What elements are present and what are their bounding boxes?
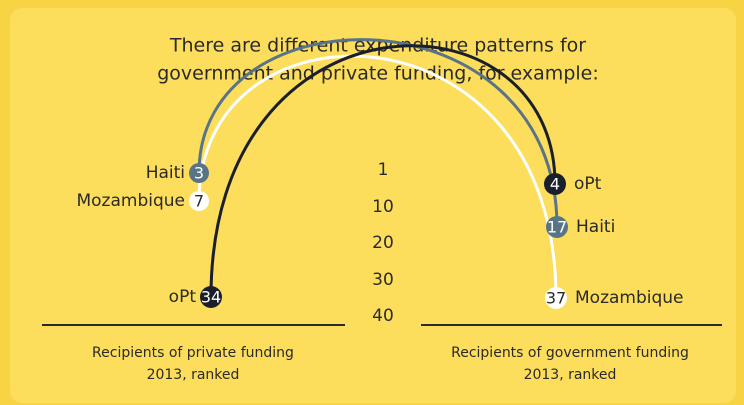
rank-number: 7: [194, 192, 204, 211]
rank-badge: [189, 191, 209, 211]
rank-number: 34: [201, 288, 221, 307]
country-name: Haiti: [146, 163, 185, 183]
rank-badge: [200, 286, 222, 308]
scale-label: 30: [372, 270, 394, 290]
rank-badge: [545, 287, 567, 309]
scale-label: 10: [372, 197, 394, 217]
rank-number: 17: [547, 218, 567, 237]
country-name: Haiti: [576, 217, 615, 237]
title-line: government and private funding, for exam…: [157, 63, 599, 85]
rank-number: 37: [546, 289, 566, 308]
arc-opt: [209, 44, 557, 298]
right-caption: Recipients of government funding: [451, 345, 689, 361]
country-name: oPt: [169, 287, 197, 307]
arc-mozambique: [197, 54, 558, 299]
country-name: Mozambique: [76, 191, 185, 211]
left-caption: Recipients of private funding: [92, 345, 294, 361]
rank-badge: [546, 216, 568, 238]
country-name: Mozambique: [575, 288, 684, 308]
left-caption: 2013, ranked: [147, 367, 240, 383]
arc-haiti: [197, 38, 559, 228]
rank-number: 4: [550, 175, 560, 194]
scale-label: 20: [372, 233, 394, 253]
right-caption: 2013, ranked: [524, 367, 617, 383]
arcs: [197, 38, 559, 299]
rank-badge: [544, 173, 566, 195]
scale-label: 1: [378, 160, 389, 180]
rank-number: 3: [194, 164, 204, 183]
scale-label: 40: [372, 306, 394, 326]
rank-badge: [189, 163, 209, 183]
country-name: oPt: [574, 174, 602, 194]
title-line: There are different expenditure patterns…: [169, 35, 586, 57]
